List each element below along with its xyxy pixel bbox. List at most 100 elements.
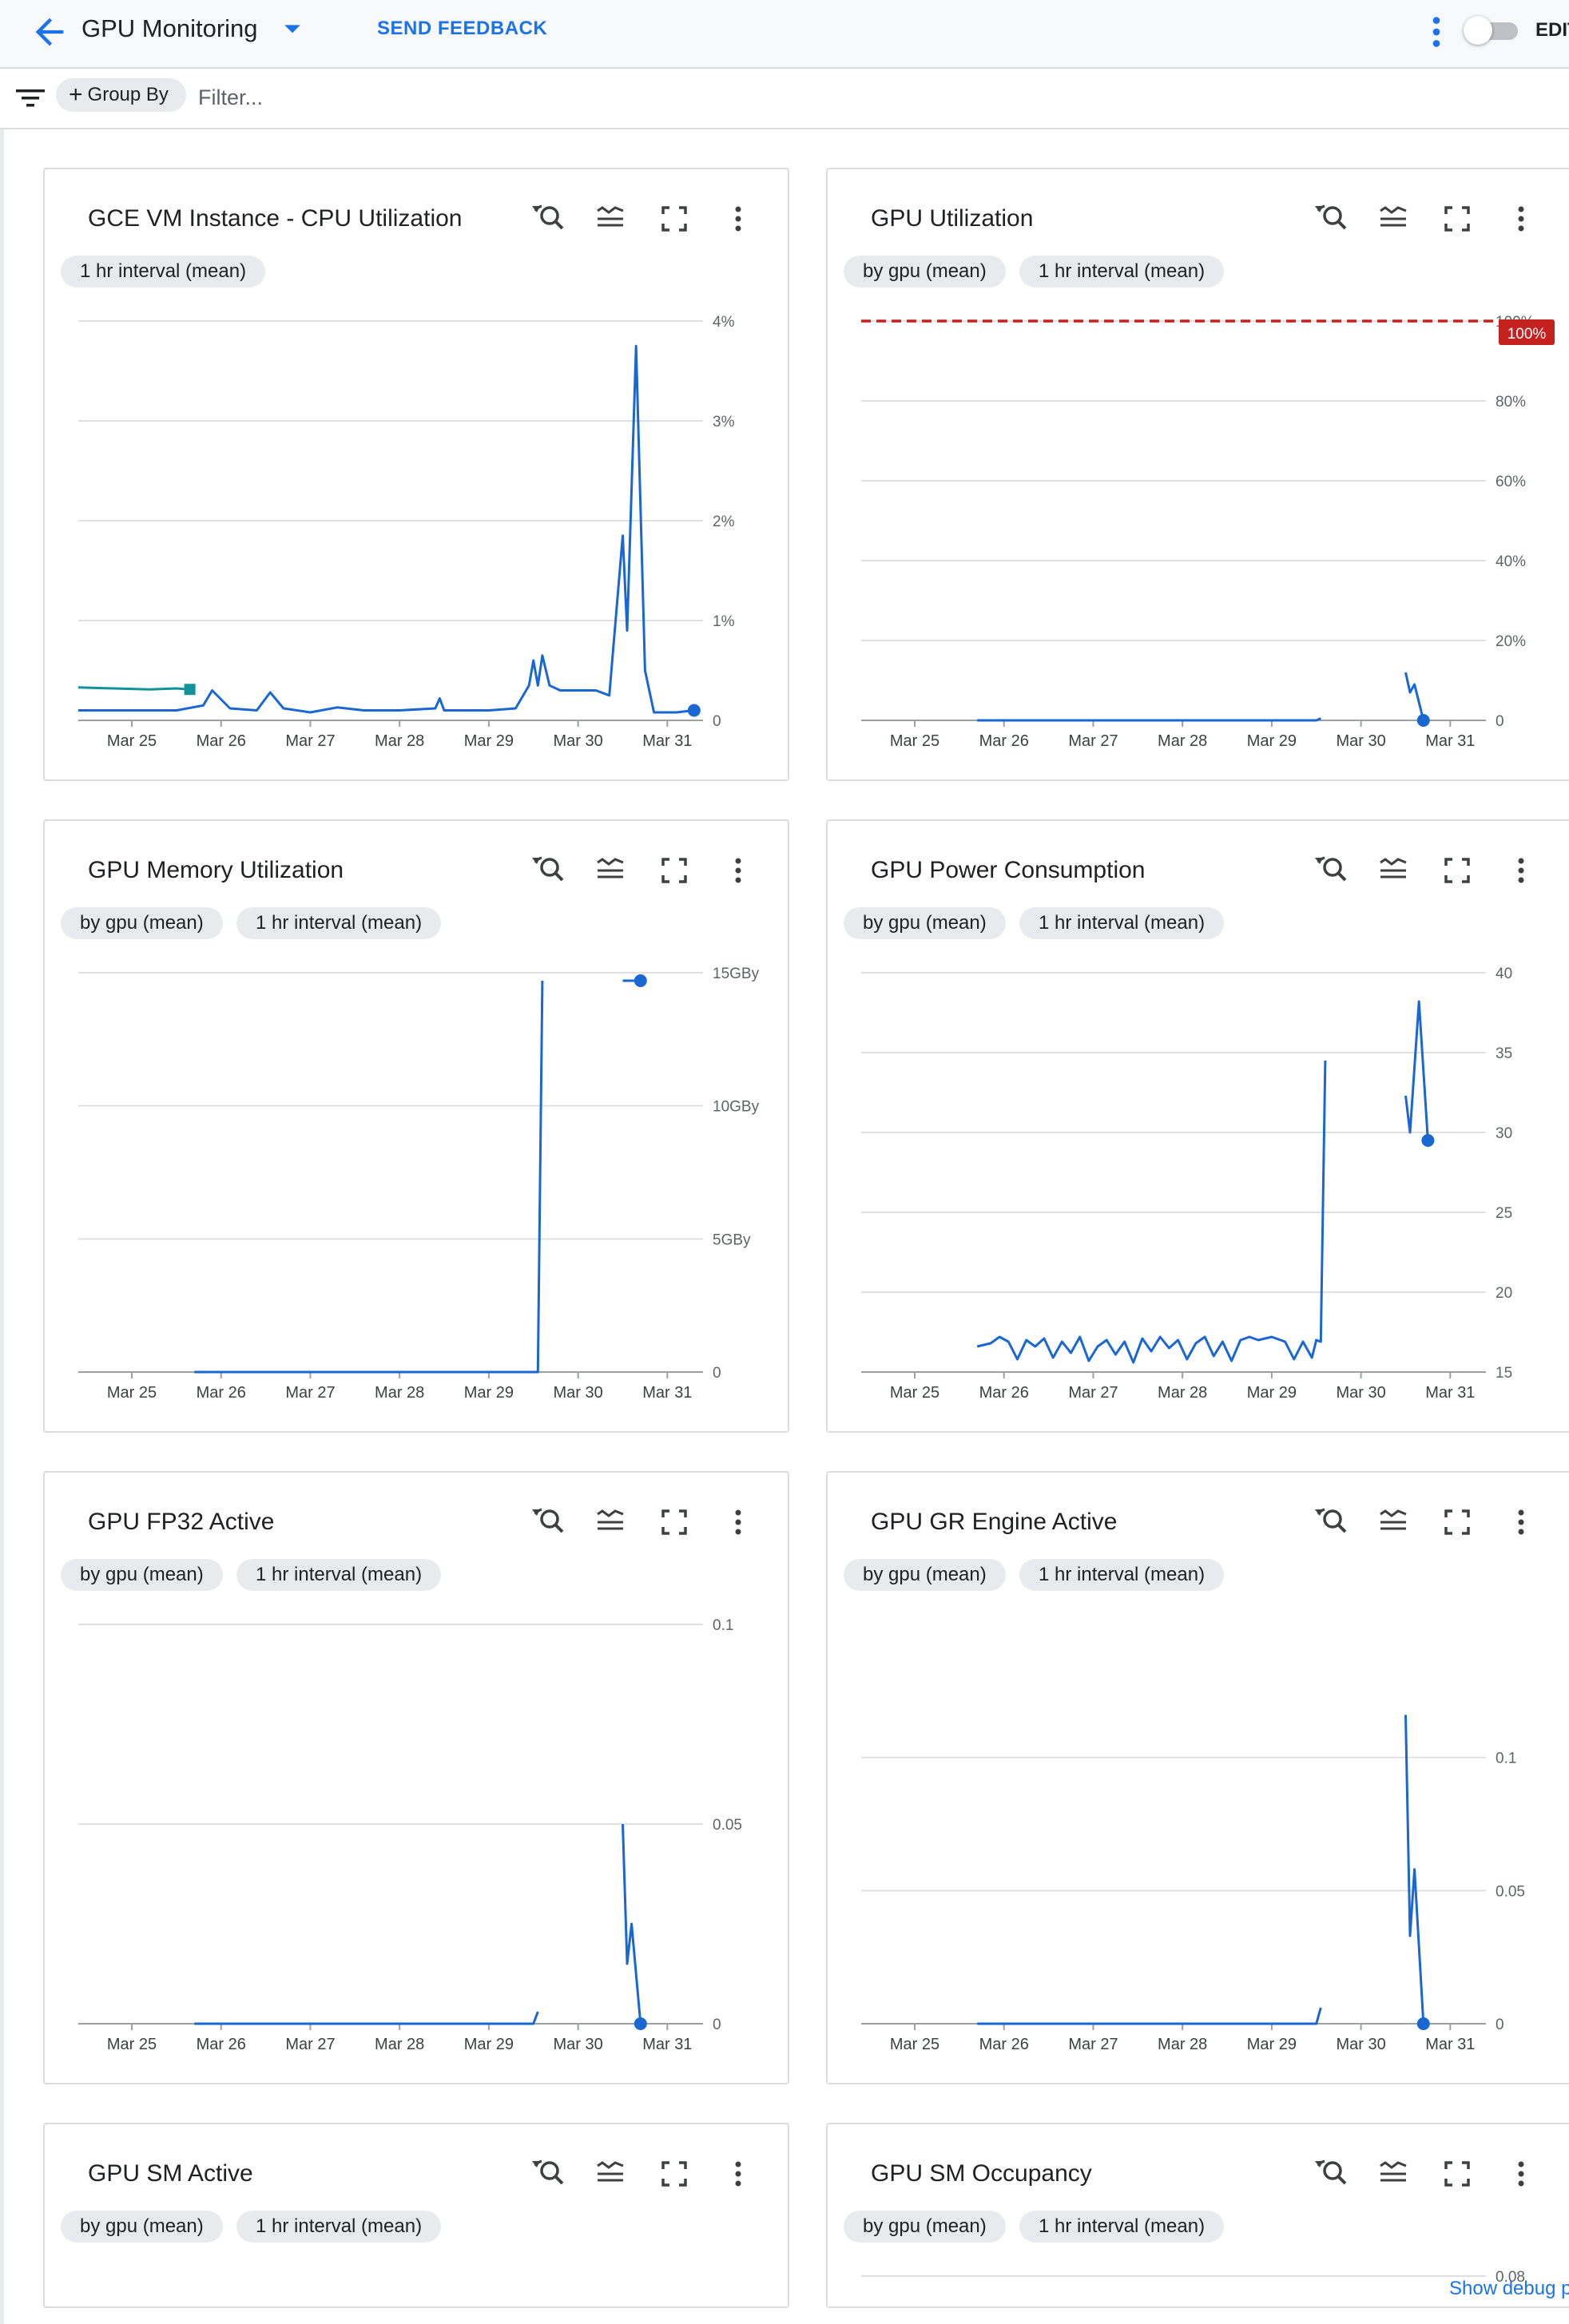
aggregation-chip[interactable]: by gpu (mean) <box>61 907 223 939</box>
x-tick-label: Mar 25 <box>890 732 939 750</box>
fullscreen-icon[interactable] <box>655 1503 693 1541</box>
series-end-point <box>1421 1134 1435 1147</box>
fullscreen-icon[interactable] <box>655 851 693 890</box>
chart-card-fp32: GPU FP32 Active by gpu (mean) 1 hr interva… <box>43 1471 789 2084</box>
chart-plot: 0 1% 2% 3% 4% Mar 25 Mar 26 Mar 27 Mar 28 Mar 29 M… <box>77 314 735 750</box>
x-tick-label: Mar 25 <box>107 732 157 750</box>
arrow-back-icon[interactable] <box>29 11 70 53</box>
more-vert-icon[interactable] <box>1502 2155 1540 2193</box>
legend-toggle-icon[interactable] <box>591 851 630 890</box>
dashboard-title[interactable]: GPU Monitoring <box>81 14 258 42</box>
zoom-reset-icon[interactable] <box>527 851 566 890</box>
aggregation-chip[interactable]: by gpu (mean) <box>844 1559 1006 1591</box>
aggregation-chip[interactable]: by gpu (mean) <box>844 2211 1006 2243</box>
x-tick-label: Mar 27 <box>1068 732 1118 750</box>
legend-toggle-icon[interactable] <box>591 200 630 238</box>
aggregation-chip[interactable]: 1 hr interval (mean) <box>236 1559 442 1591</box>
legend-toggle-icon[interactable] <box>1374 2155 1412 2193</box>
aggregation-chip[interactable]: 1 hr interval (mean) <box>1019 2211 1225 2243</box>
card-toolbar <box>1310 200 1550 238</box>
legend-toggle-icon[interactable] <box>1374 851 1412 890</box>
edit-toggle[interactable] <box>1464 14 1524 46</box>
more-vert-icon[interactable] <box>1502 1503 1540 1541</box>
y-tick-label: 0 <box>713 1365 721 1382</box>
aggregation-chip[interactable]: 1 hr interval (mean) <box>1019 256 1225 288</box>
series-line <box>977 2007 1322 2025</box>
x-tick-label: Mar 31 <box>1425 1384 1475 1402</box>
more-vert-icon[interactable] <box>1502 851 1540 890</box>
chart-card-gpu-util: GPU Utilization by gpu (mean) 1 hr interva… <box>826 168 1569 781</box>
aggregation-chip[interactable]: 1 hr interval (mean) <box>236 2211 442 2243</box>
chart-plot: 0 0.05 0.1 Mar 25 Mar 26 Mar 27 Mar 28 Mar 29 Ma… <box>78 1617 742 2053</box>
x-tick-label: Mar 27 <box>285 1384 335 1402</box>
more-vert-icon[interactable] <box>1502 200 1540 238</box>
series-end-point <box>1416 714 1430 727</box>
fullscreen-icon[interactable] <box>655 2155 693 2193</box>
y-tick-label: 35 <box>1496 1045 1512 1062</box>
x-tick-label: Mar 26 <box>979 732 1029 750</box>
zoom-reset-icon[interactable] <box>1310 200 1349 238</box>
y-tick-label: 40 <box>1496 966 1512 982</box>
series-end-point <box>634 2017 647 2030</box>
aggregation-chip[interactable]: 1 hr interval (mean) <box>61 256 266 288</box>
filter-list-icon[interactable] <box>14 85 46 112</box>
fullscreen-icon[interactable] <box>1438 851 1476 890</box>
y-tick-label: 25 <box>1496 1205 1512 1222</box>
fullscreen-icon[interactable] <box>655 200 693 238</box>
zoom-reset-icon[interactable] <box>527 200 566 238</box>
y-tick-label: 15 <box>1496 1365 1512 1382</box>
legend-toggle-icon[interactable] <box>591 2155 630 2193</box>
chart-card-sm-occupancy: GPU SM Occupancy by gpu (mean) 1 hr interv… <box>826 2123 1569 2308</box>
x-tick-label: Mar 29 <box>464 732 514 750</box>
y-tick-label: 0 <box>1496 713 1504 730</box>
more-vert-icon[interactable] <box>719 851 757 890</box>
aggregation-chip[interactable]: 1 hr interval (mean) <box>1019 907 1225 939</box>
send-feedback-button[interactable]: SEND FEEDBACK <box>377 18 548 39</box>
aggregation-chip[interactable]: 1 hr interval (mean) <box>1019 1559 1225 1591</box>
zoom-reset-icon[interactable] <box>527 2155 566 2193</box>
legend-toggle-icon[interactable] <box>1374 1503 1412 1541</box>
add-icon: + <box>69 81 83 108</box>
aggregation-chip[interactable]: 1 hr interval (mean) <box>236 907 442 939</box>
y-tick-label: 0.1 <box>1496 1751 1516 1767</box>
zoom-reset-icon[interactable] <box>1310 851 1349 890</box>
aggregation-chip[interactable]: by gpu (mean) <box>61 2211 223 2243</box>
y-tick-label: 0 <box>1496 2017 1504 2033</box>
aggregation-chip[interactable]: by gpu (mean) <box>844 907 1006 939</box>
fullscreen-icon[interactable] <box>1438 200 1476 238</box>
more-vert-icon[interactable] <box>719 200 757 238</box>
group-by-chip[interactable]: + Group By <box>56 78 186 112</box>
aggregation-chip[interactable]: by gpu (mean) <box>61 1559 223 1591</box>
x-tick-label: Mar 27 <box>1068 1384 1118 1402</box>
x-tick-label: Mar 30 <box>1336 2036 1385 2053</box>
top-app-bar: GPU Monitoring SEND FEEDBACK EDIT <box>0 0 1569 69</box>
more-vert-icon[interactable] <box>719 1503 757 1541</box>
x-tick-label: Mar 26 <box>979 1384 1029 1402</box>
x-tick-label: Mar 31 <box>1425 732 1475 750</box>
y-tick-label: 0.1 <box>713 1617 733 1634</box>
fullscreen-icon[interactable] <box>1438 1503 1476 1541</box>
x-tick-label: Mar 27 <box>1068 2036 1118 2053</box>
chart-title: GCE VM Instance - CPU Utilization <box>88 205 463 232</box>
y-tick-label: 0 <box>713 713 721 730</box>
zoom-reset-icon[interactable] <box>527 1503 566 1541</box>
card-toolbar <box>527 851 767 890</box>
series-line <box>194 2011 539 2025</box>
filter-input[interactable] <box>197 80 679 115</box>
x-tick-label: Mar 25 <box>107 2036 157 2053</box>
more-vert-icon[interactable] <box>1422 11 1451 53</box>
card-toolbar <box>1310 1503 1550 1541</box>
fullscreen-icon[interactable] <box>1438 2155 1476 2193</box>
chart-card-sm-active: GPU SM Active by gpu (mean) 1 hr interval … <box>43 2123 789 2308</box>
y-tick-label: 10GBy <box>713 1099 760 1116</box>
aggregation-chip[interactable]: by gpu (mean) <box>844 256 1006 288</box>
zoom-reset-icon[interactable] <box>1310 1503 1349 1541</box>
group-by-label: Group By <box>87 84 169 105</box>
dropdown-caret-icon[interactable] <box>281 21 304 38</box>
legend-toggle-icon[interactable] <box>1374 200 1412 238</box>
x-tick-label: Mar 29 <box>1247 1384 1297 1402</box>
more-vert-icon[interactable] <box>719 2155 757 2193</box>
zoom-reset-icon[interactable] <box>1310 2155 1349 2193</box>
show-debug-link[interactable]: Show debug p <box>1449 2278 1569 2299</box>
legend-toggle-icon[interactable] <box>591 1503 630 1541</box>
